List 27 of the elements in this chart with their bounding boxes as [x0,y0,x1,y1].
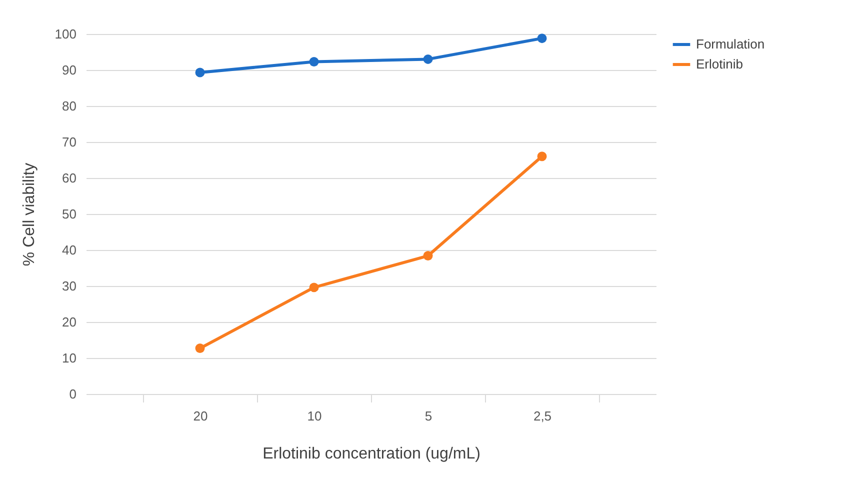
point [195,68,205,78]
y-tick-label: 50 [62,206,76,222]
y-tick-label: 10 [62,350,76,366]
x-axis-title: Erlotinib concentration (ug/mL) [262,446,480,462]
y-axis-title: % Cell viability [20,162,38,266]
y-tick-label: 20 [62,314,76,330]
x-tick-label: 10 [307,408,322,424]
y-tick-label: 80 [62,98,76,114]
y-tick-label: 0 [69,386,76,402]
legend-label: Erlotinib [696,56,743,72]
point [195,344,205,354]
y-tick-label: 100 [54,26,76,42]
y-tick-label: 90 [62,62,76,78]
y-tick-label: 40 [62,242,76,258]
point [537,152,547,162]
point [423,54,433,64]
point [423,251,433,260]
x-tick-label: 5 [424,408,432,424]
point [309,282,319,292]
legend-label: Formulation [696,36,765,52]
point [537,34,547,44]
y-tick-label: 60 [62,170,76,186]
y-tick-label: 70 [62,134,76,150]
point [309,56,319,66]
x-tick-label: 2,5 [533,408,552,424]
y-tick-label: 30 [62,278,76,294]
x-tick-label: 20 [193,408,208,424]
